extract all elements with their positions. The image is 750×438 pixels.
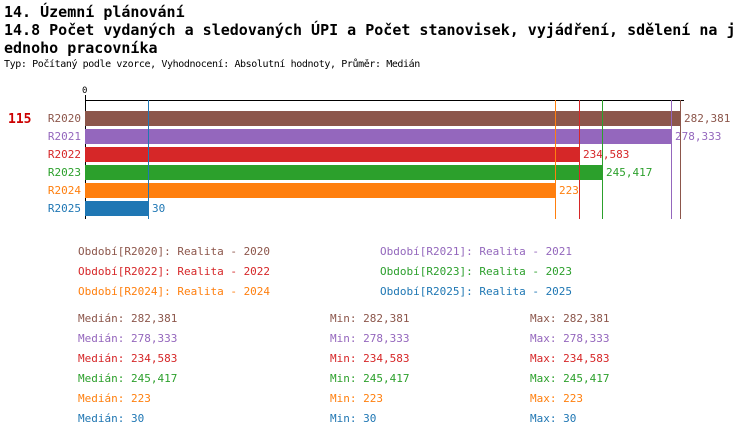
section-title: 14. Územní plánování — [4, 3, 185, 21]
bar-chart: 115 0 R2020 282,381 R2021 278,333 R2022 234,5… — [8, 86, 731, 219]
stat-median: Medián: 223 — [78, 392, 151, 405]
value-label-r2024: 223 — [559, 184, 579, 197]
median-marker-r2024 — [555, 100, 556, 219]
value-label-r2022: 234,583 — [583, 148, 630, 161]
x-axis-line — [85, 100, 684, 101]
axis-origin-label: 0 — [82, 86, 88, 96]
value-label-r2023: 245,417 — [606, 166, 653, 179]
legend-item: Období[R2023]: Realita - 2023 — [380, 265, 573, 278]
stat-max: Max: 30 — [530, 412, 577, 425]
x-axis-tick — [85, 95, 86, 100]
stat-min: Min: 223 — [330, 392, 383, 405]
bar-r2024 — [85, 183, 555, 198]
legend-item: Období[R2025]: Realita - 2025 — [380, 285, 573, 298]
median-marker-r2022 — [579, 100, 580, 219]
median-marker-r2023 — [602, 100, 603, 219]
category-label-r2020: R2020 — [47, 112, 81, 125]
indicator-title: 14.8 Počet vydaných a sledovaných ÚPI a … — [4, 21, 736, 57]
stat-median: Medián: 278,333 — [78, 332, 178, 345]
category-label-r2022: R2022 — [47, 148, 81, 161]
legend-item: Období[R2021]: Realita - 2021 — [380, 245, 573, 258]
bar-r2023 — [85, 165, 602, 180]
stat-min: Min: 234,583 — [330, 352, 410, 365]
bar-r2021 — [85, 129, 671, 144]
legend-item: Období[R2024]: Realita - 2024 — [78, 285, 271, 298]
value-label-r2021: 278,333 — [675, 130, 722, 143]
stat-median: Medián: 245,417 — [78, 372, 178, 385]
category-label-r2021: R2021 — [47, 130, 81, 143]
median-marker-r2021 — [671, 100, 672, 219]
chart-settings-line: Typ: Počítaný podle vzorce, Vyhodnocení:… — [4, 59, 420, 70]
stat-max: Max: 245,417 — [530, 372, 610, 385]
stat-min: Min: 30 — [330, 412, 377, 425]
stat-median: Medián: 30 — [78, 412, 145, 425]
category-label-r2024: R2024 — [47, 184, 81, 197]
stat-median: Medián: 282,381 — [78, 312, 178, 325]
value-label-r2020: 282,381 — [684, 112, 731, 125]
legend-item: Období[R2020]: Realita - 2020 — [78, 245, 271, 258]
bar-r2020 — [85, 111, 680, 126]
indicator-number: 115 — [8, 112, 32, 127]
stat-min: Min: 278,333 — [330, 332, 410, 345]
category-label-r2023: R2023 — [47, 166, 81, 179]
bar-r2025 — [85, 201, 148, 216]
category-label-r2025: R2025 — [47, 202, 81, 215]
stat-max: Max: 282,381 — [530, 312, 610, 325]
stat-median: Medián: 234,583 — [78, 352, 178, 365]
stat-max: Max: 234,583 — [530, 352, 610, 365]
value-label-r2025: 30 — [152, 202, 166, 215]
bar-r2022 — [85, 147, 579, 162]
stat-min: Min: 245,417 — [330, 372, 410, 385]
median-marker-r2020 — [680, 100, 681, 219]
median-marker-r2025 — [148, 100, 149, 219]
stat-min: Min: 282,381 — [330, 312, 410, 325]
stat-max: Max: 278,333 — [530, 332, 610, 345]
legend-item: Období[R2022]: Realita - 2022 — [78, 265, 271, 278]
stat-max: Max: 223 — [530, 392, 583, 405]
